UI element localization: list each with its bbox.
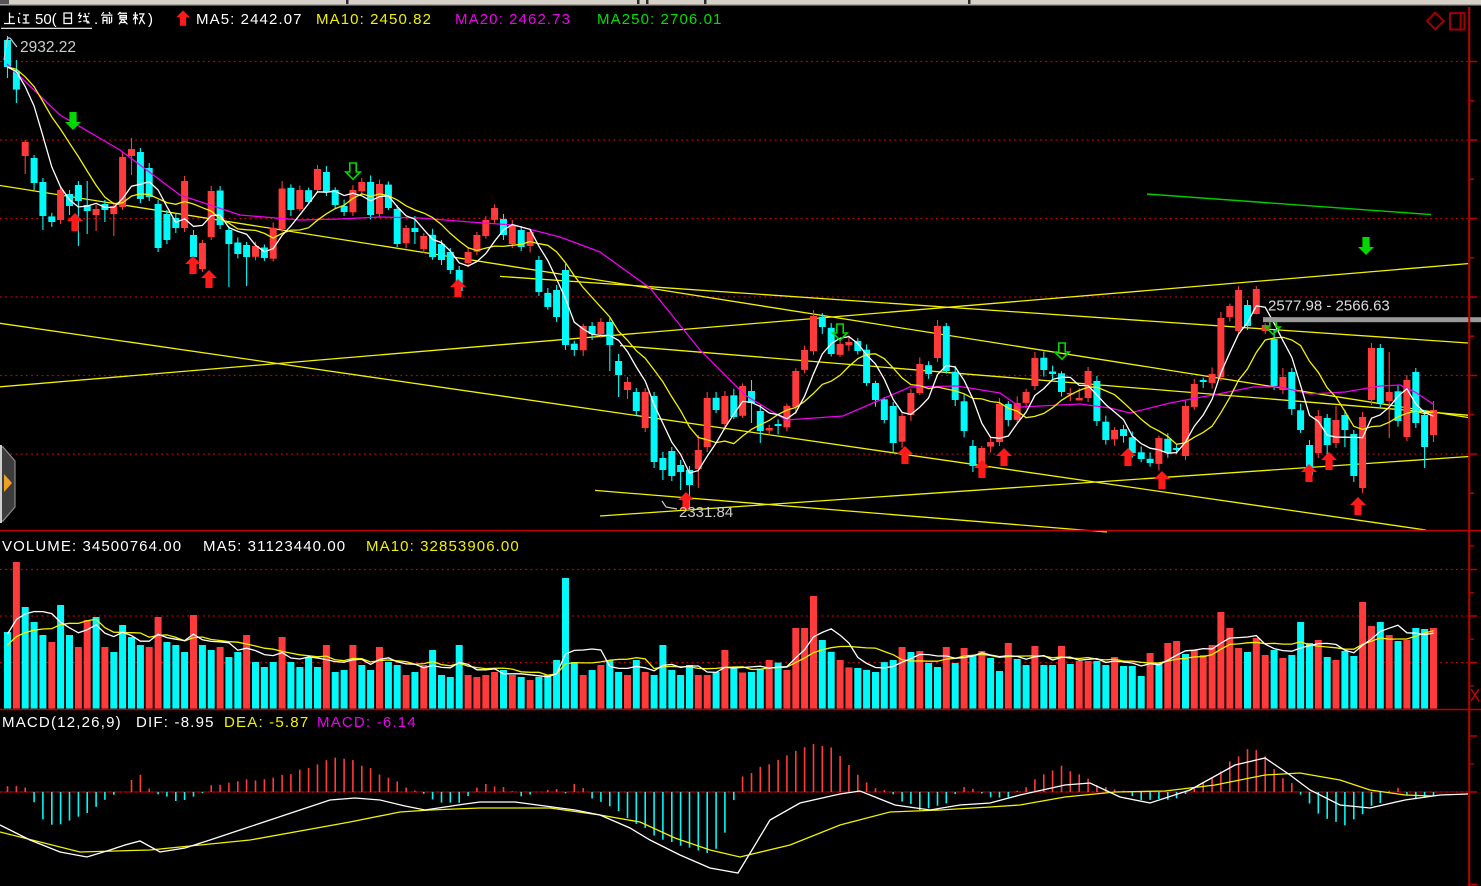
svg-text:MA5: 2442.07: MA5: 2442.07 bbox=[196, 11, 303, 28]
svg-text:MACD(12,26,9): MACD(12,26,9) bbox=[2, 714, 122, 731]
svg-text:2577.98 - 2566.63: 2577.98 - 2566.63 bbox=[1268, 298, 1390, 315]
svg-text:.: . bbox=[94, 11, 98, 28]
svg-text:MA250: 2706.01: MA250: 2706.01 bbox=[597, 11, 722, 28]
svg-text:50(: 50( bbox=[35, 11, 57, 28]
svg-text:MA10: 32853906.00: MA10: 32853906.00 bbox=[366, 538, 520, 555]
svg-text:DEA: -5.87: DEA: -5.87 bbox=[224, 714, 309, 731]
svg-text:MA5: 31123440.00: MA5: 31123440.00 bbox=[203, 538, 346, 555]
svg-text:MA10: 2450.82: MA10: 2450.82 bbox=[316, 11, 432, 28]
svg-text:): ) bbox=[148, 11, 153, 28]
svg-text:VOLUME: 34500764.00: VOLUME: 34500764.00 bbox=[2, 538, 182, 555]
svg-text:DIF: -8.95: DIF: -8.95 bbox=[136, 714, 215, 731]
svg-text:MACD: -6.14: MACD: -6.14 bbox=[317, 714, 417, 731]
svg-text:2932.22: 2932.22 bbox=[20, 39, 76, 56]
svg-text:MA20: 2462.73: MA20: 2462.73 bbox=[455, 11, 571, 28]
svg-text:2331.84: 2331.84 bbox=[679, 504, 733, 521]
